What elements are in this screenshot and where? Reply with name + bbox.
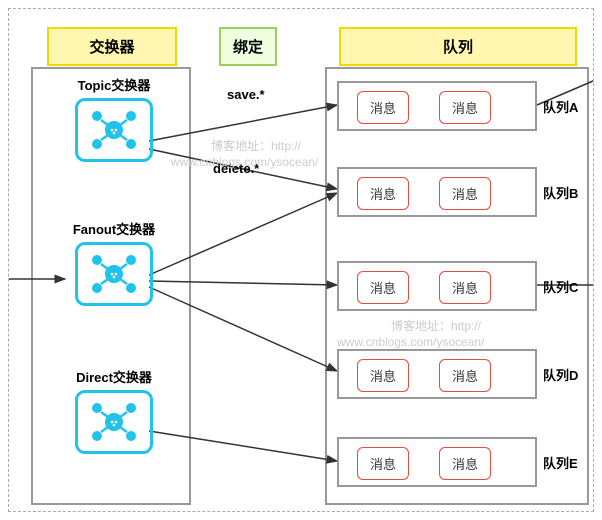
queue-label-C: 队列C (543, 277, 578, 296)
queue-label-A: 队列A (543, 97, 578, 116)
message-box: 消息 (439, 177, 491, 210)
header-exchange: 交换器 (47, 27, 177, 66)
exchange-label: Topic交换器 (69, 75, 159, 94)
binding-label: delete.* (213, 161, 259, 176)
message-box: 消息 (357, 359, 409, 392)
watermark-text: 博客地址：http:// (211, 137, 301, 154)
exchange-direct: Direct交换器 (69, 367, 159, 454)
queue-label-E: 队列E (543, 453, 578, 472)
message-box: 消息 (357, 271, 409, 304)
network-icon (75, 390, 153, 454)
queue-label-D: 队列D (543, 365, 578, 384)
exchange-label: Direct交换器 (69, 367, 159, 386)
queue-row-B: 消息消息 (337, 167, 537, 217)
exchange-fanout: Fanout交换器 (69, 219, 159, 306)
header-binding: 绑定 (219, 27, 277, 66)
message-box: 消息 (357, 91, 409, 124)
network-icon (75, 98, 153, 162)
binding-label: save.* (227, 87, 265, 102)
queue-row-D: 消息消息 (337, 349, 537, 399)
message-box: 消息 (439, 91, 491, 124)
exchange-label: Fanout交换器 (69, 219, 159, 238)
queue-row-A: 消息消息 (337, 81, 537, 131)
message-box: 消息 (439, 447, 491, 480)
message-box: 消息 (357, 177, 409, 210)
message-box: 消息 (439, 271, 491, 304)
header-queue: 队列 (339, 27, 577, 66)
exchange-topic: Topic交换器 (69, 75, 159, 162)
queue-row-E: 消息消息 (337, 437, 537, 487)
network-icon (75, 242, 153, 306)
diagram-canvas: 交换器 绑定 队列 Topic交换器 Fanout交换器 Direct交换器 消… (8, 8, 594, 512)
message-box: 消息 (439, 359, 491, 392)
queue-row-C: 消息消息 (337, 261, 537, 311)
message-box: 消息 (357, 447, 409, 480)
queue-label-B: 队列B (543, 183, 578, 202)
